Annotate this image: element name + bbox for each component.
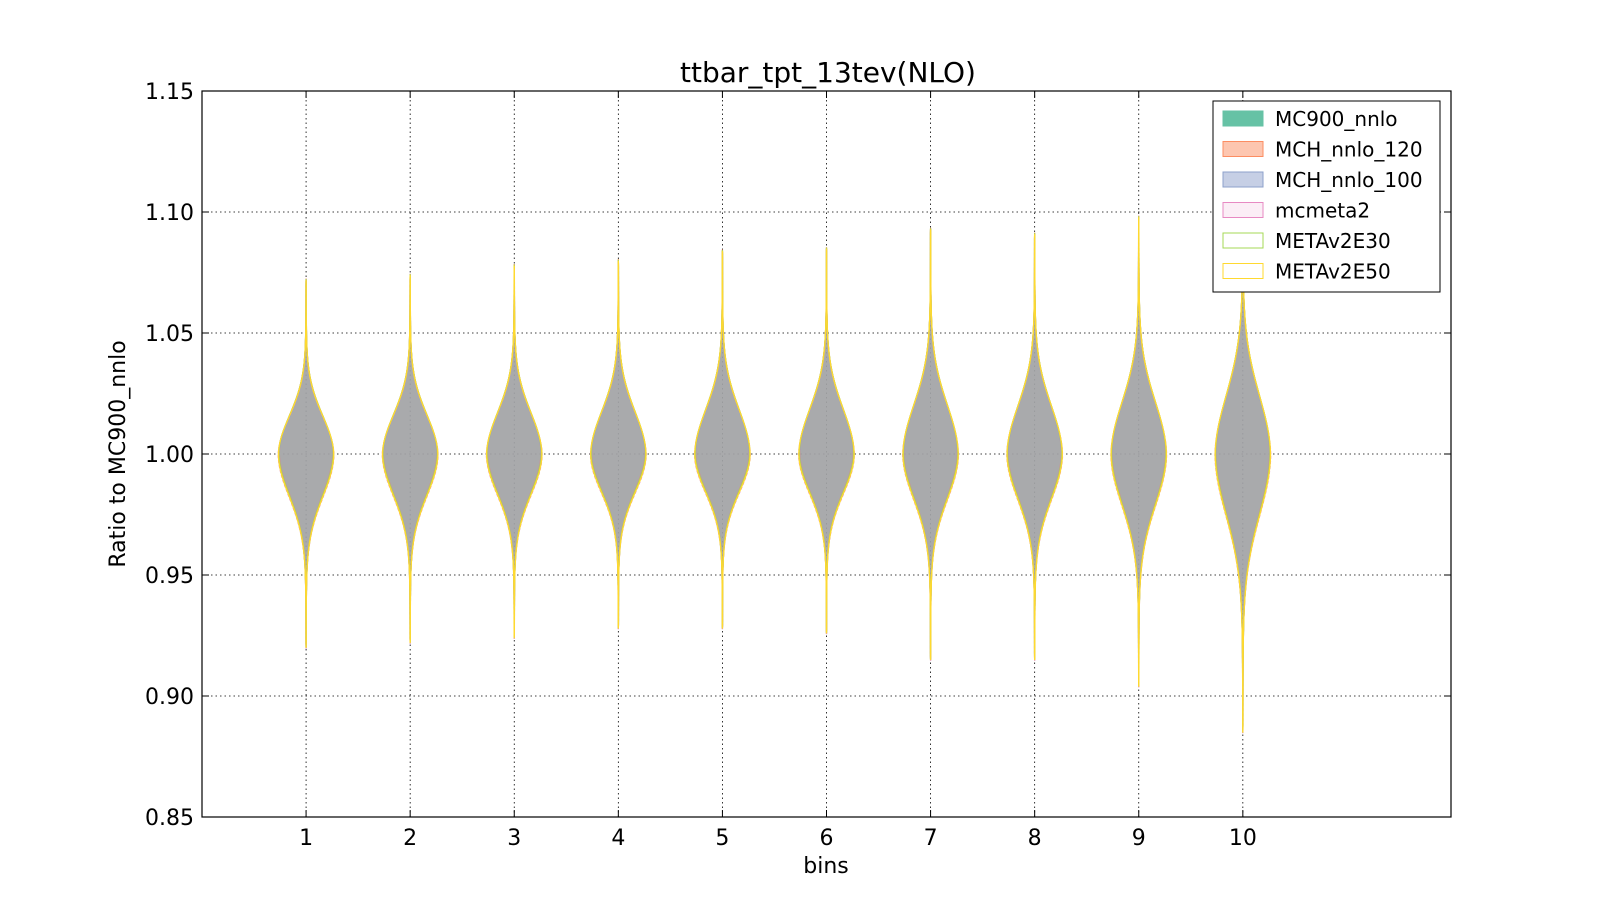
violin-metav2e50-bin-3 — [485, 265, 543, 639]
legend-label: MCH_nnlo_100 — [1275, 168, 1423, 192]
violin-mcmeta2-bin-4 — [589, 261, 647, 630]
x-tick-label: 6 — [820, 826, 834, 851]
x-tick-label: 1 — [299, 826, 313, 851]
violin-metav2e50-bin-10 — [1214, 188, 1272, 733]
y-tick-label: 0.90 — [145, 685, 194, 710]
legend-swatch — [1222, 263, 1264, 279]
violin-metav2e50-bin-4 — [590, 260, 647, 629]
x-tick-label: 3 — [507, 826, 521, 851]
y-tick-label: 1.15 — [145, 80, 194, 105]
violin-metav2e50-bin-1 — [277, 280, 335, 649]
legend-label: METAv2E30 — [1275, 229, 1391, 253]
legend-swatch — [1222, 202, 1264, 218]
legend-label: METAv2E50 — [1275, 260, 1391, 284]
legend-swatch — [1222, 171, 1264, 188]
violin-layer — [277, 186, 1272, 734]
x-tick-label: 4 — [611, 826, 625, 851]
legend-swatch — [1222, 110, 1264, 127]
y-tick-label: 1.00 — [145, 443, 194, 468]
legend-label: MC900_nnlo — [1275, 107, 1398, 131]
tick-layer: 0.85 0.90 0.95 1.00 1.05 1.10 1.15 1 2 3 4 5 6 7 8 9 10 — [145, 80, 1451, 851]
x-tick-label: 10 — [1229, 826, 1257, 851]
x-axis-label: bins — [803, 854, 848, 879]
x-tick-label: 9 — [1132, 826, 1146, 851]
violin-metav2e50-bin-2 — [381, 275, 439, 644]
x-tick-label: 2 — [403, 826, 417, 851]
legend-box — [1212, 100, 1441, 293]
y-tick-label: 0.85 — [145, 806, 194, 831]
x-tick-label: 8 — [1028, 826, 1042, 851]
violin-metav2e50-bin-8 — [1006, 234, 1063, 661]
violin-metav2e50-bin-7 — [902, 229, 959, 661]
violin-metav2e50-bin-6 — [798, 248, 855, 634]
x-tick-label: 5 — [715, 826, 729, 851]
y-tick-label: 0.95 — [145, 564, 194, 589]
legend-label: mcmeta2 — [1275, 199, 1370, 223]
y-tick-label: 1.10 — [145, 201, 194, 226]
legend-label: MCH_nnlo_120 — [1275, 138, 1423, 162]
violin-metav2e50-bin-5 — [694, 251, 751, 629]
violin-metav2e50-bin-9 — [1110, 217, 1168, 687]
y-tick-label: 1.05 — [145, 322, 194, 347]
x-tick-label: 7 — [924, 826, 938, 851]
legend-swatch — [1222, 141, 1264, 157]
chart-title: ttbar_tpt_13tev(NLO) — [680, 56, 976, 89]
violin-mcmeta2-bin-2 — [381, 275, 439, 644]
legend: MC900_nnlo MCH_nnlo_120 MCH_nnlo_100mcmeta… — [1212, 100, 1441, 293]
legend-swatch — [1222, 232, 1264, 249]
y-axis-label: Ratio to MC900_nnlo — [106, 340, 131, 567]
